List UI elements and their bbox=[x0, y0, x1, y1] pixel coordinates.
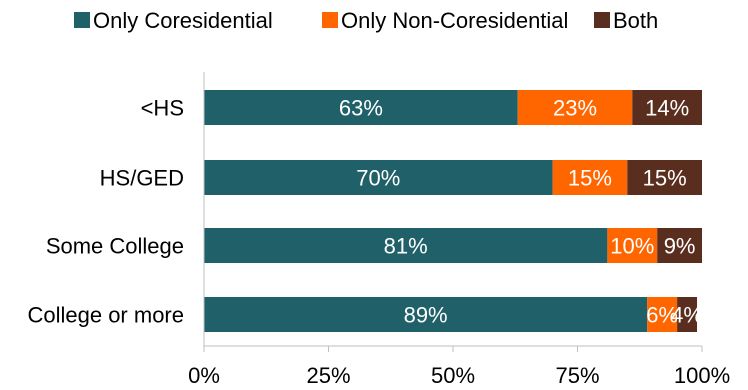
data-label-2-2: 15% bbox=[568, 166, 612, 191]
data-label-1-3: 81% bbox=[384, 234, 428, 259]
bar-segment-3-1 bbox=[632, 90, 702, 125]
legend-item-1: Only Coresidential bbox=[74, 8, 273, 33]
x-tick-label-5: 100% bbox=[674, 363, 730, 388]
data-label-3-2: 15% bbox=[643, 166, 687, 191]
bar-segment-2-4 bbox=[647, 297, 678, 332]
data-label-1-2: 70% bbox=[356, 166, 400, 191]
bar-segment-2-2 bbox=[552, 160, 628, 195]
legend-label-2: Only Non-Coresidential bbox=[341, 8, 568, 33]
legend: Only Coresidential Only Non-Coresidential… bbox=[74, 8, 658, 33]
axes: <HS HS/GED Some College College or more 0% 25… bbox=[27, 72, 730, 388]
category-label-1: <HS bbox=[141, 96, 184, 121]
category-label-4: College or more bbox=[27, 303, 184, 328]
data-label-2-3: 10% bbox=[610, 234, 654, 259]
data-label-1-4: 89% bbox=[404, 303, 448, 328]
legend-label-1: Only Coresidential bbox=[93, 8, 273, 33]
bar-segment-2-3 bbox=[607, 228, 658, 263]
legend-label-3: Both bbox=[613, 8, 658, 33]
bar-segment-1-1 bbox=[204, 90, 518, 125]
category-label-3: Some College bbox=[46, 234, 184, 259]
data-label-2-4: 6% bbox=[646, 303, 678, 328]
legend-swatch-3 bbox=[594, 12, 610, 28]
data-label-2-1: 23% bbox=[553, 96, 597, 121]
bar-segment-2-1 bbox=[517, 90, 633, 125]
x-tick-label-1: 0% bbox=[188, 363, 220, 388]
data-label-3-3: 9% bbox=[664, 234, 696, 259]
legend-swatch-2 bbox=[322, 12, 338, 28]
legend-item-2: Only Non-Coresidential bbox=[322, 8, 568, 33]
bars: 63% 23% 14% 70% 15% 15% 81% 10% 9% 89% 6%4% bbox=[204, 90, 703, 332]
legend-item-3: Both bbox=[594, 8, 658, 33]
bar-segment-3-2 bbox=[627, 160, 702, 195]
bar-segment-1-2 bbox=[204, 160, 553, 195]
bar-segment-3-3 bbox=[657, 228, 702, 263]
bar-segment-3-4 bbox=[677, 297, 698, 332]
legend-swatch-1 bbox=[74, 12, 90, 28]
x-tick-label-4: 75% bbox=[555, 363, 599, 388]
data-label-1-1: 63% bbox=[339, 96, 383, 121]
bar-segment-1-4 bbox=[204, 297, 648, 332]
data-label-3-1: 14% bbox=[645, 96, 689, 121]
bar-segment-1-3 bbox=[204, 228, 608, 263]
category-label-2: HS/GED bbox=[100, 166, 184, 191]
x-tick-label-2: 25% bbox=[306, 363, 350, 388]
x-tick-label-3: 50% bbox=[431, 363, 475, 388]
data-label-3-4: 4% bbox=[671, 303, 703, 328]
